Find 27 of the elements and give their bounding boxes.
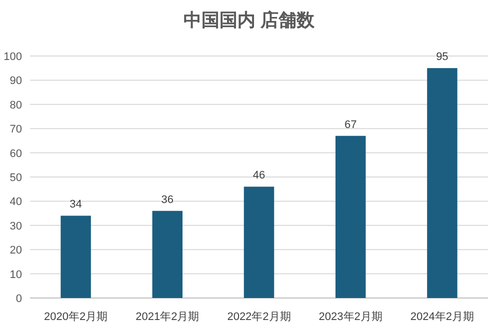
bar [244,186,274,298]
data-label: 67 [344,118,357,131]
bar [427,68,458,298]
data-label: 95 [436,51,448,64]
y-tick-label: 70 [10,124,22,136]
y-tick-label: 20 [10,244,22,257]
y-tick-label: 100 [4,51,22,63]
chart-title: 中国国内 店舗数 [183,10,316,30]
data-label: 36 [161,194,174,206]
y-tick-label: 10 [10,268,22,281]
x-tick-label: 2023年2月期 [318,311,382,323]
bar [60,216,91,298]
x-tick-label: 2022年2月期 [227,311,291,323]
y-tick-label: 40 [10,196,22,208]
y-tick-label: 60 [10,148,22,160]
bar [152,210,183,298]
y-tick-label: 50 [10,172,22,184]
x-tick-label: 2021年2月期 [136,311,200,323]
y-tick-label: 90 [10,75,22,88]
y-tick-label: 0 [16,293,22,305]
x-tick-label: 2020年2月期 [44,311,108,323]
y-tick-label: 80 [10,99,22,112]
data-label: 46 [252,170,266,182]
bar [335,136,366,298]
data-label: 34 [70,198,82,211]
y-tick-label: 30 [10,220,22,232]
x-tick-label: 2024年2月期 [410,311,474,323]
